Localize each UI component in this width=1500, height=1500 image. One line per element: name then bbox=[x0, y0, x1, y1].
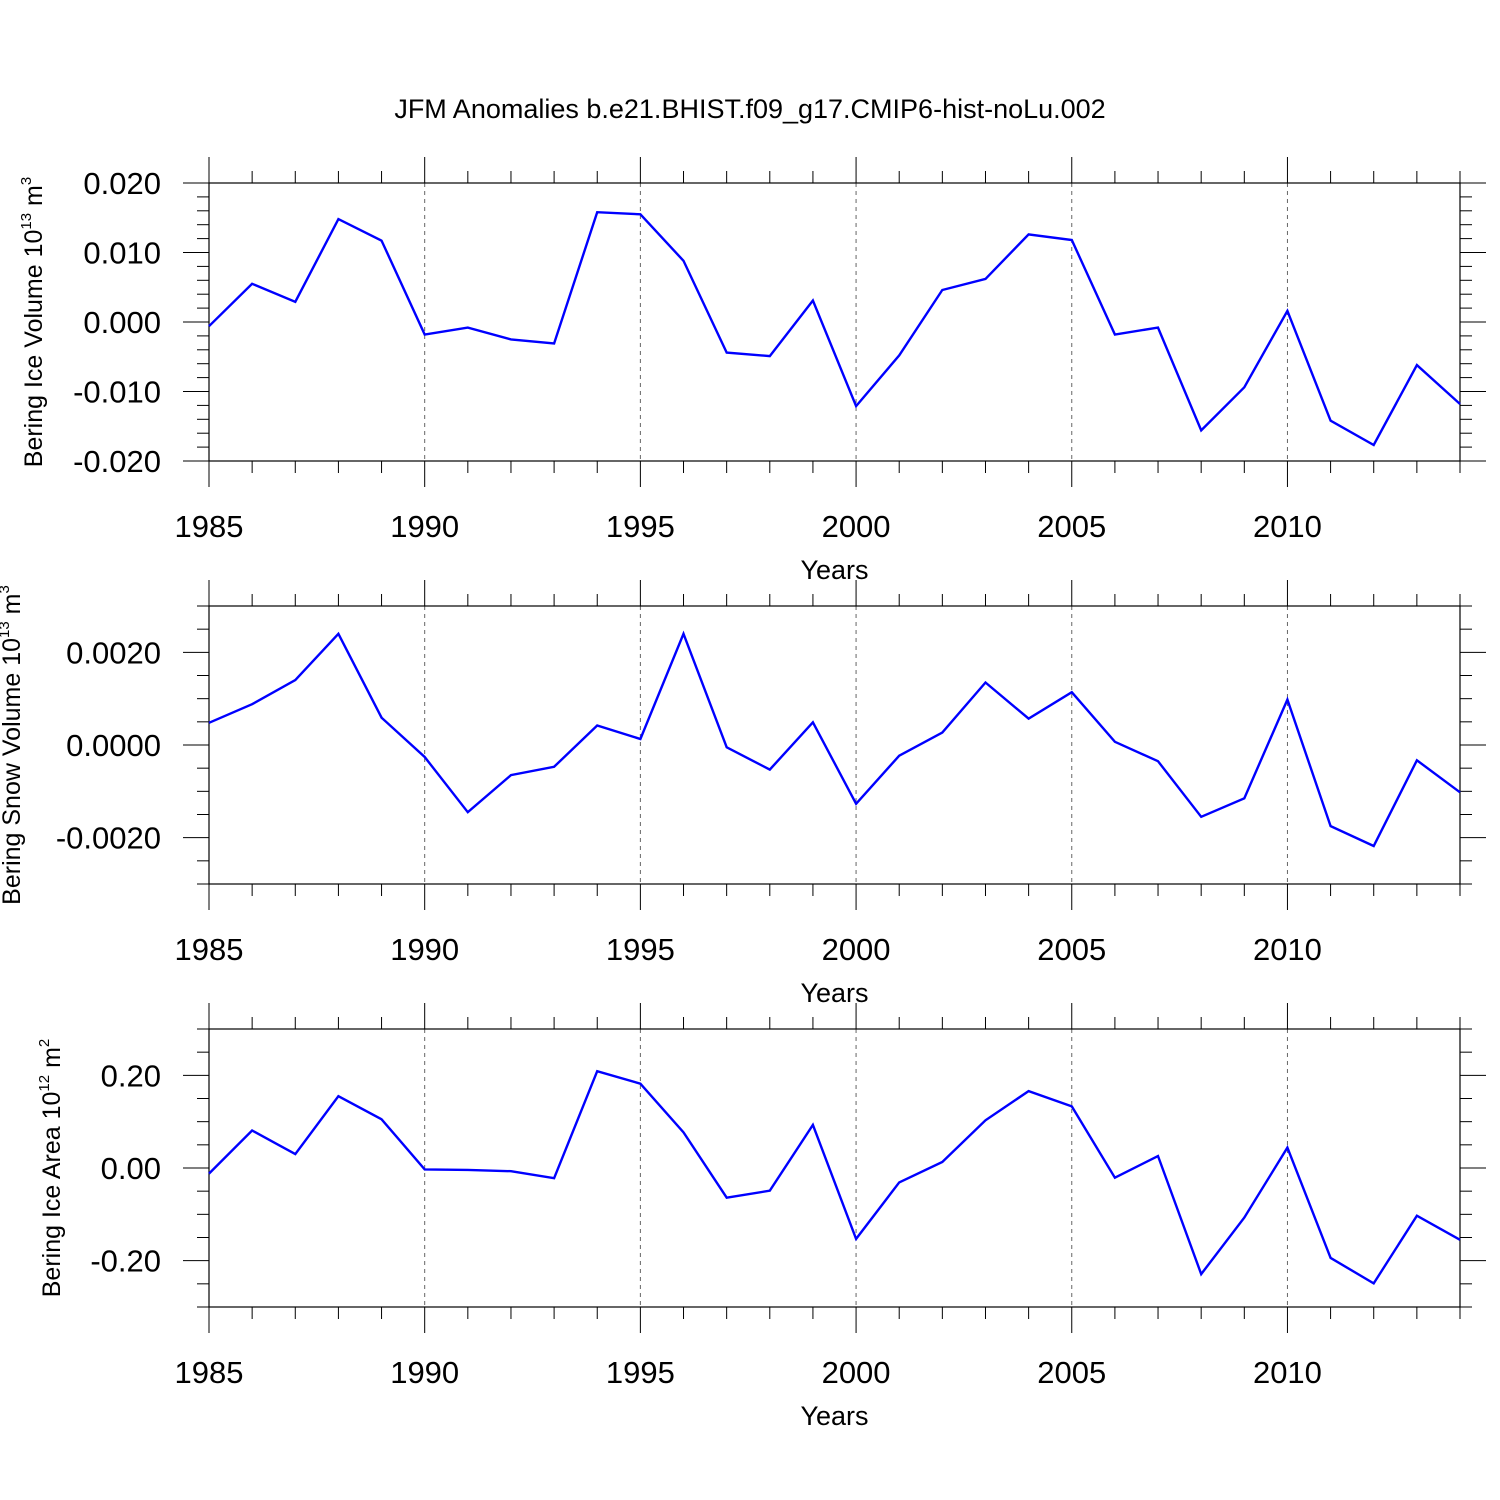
y-tick-label: 0.010 bbox=[83, 236, 161, 271]
y-tick-label: 0.020 bbox=[83, 166, 161, 201]
plot-frame bbox=[208, 605, 1461, 885]
figure-title: JFM Anomalies b.e21.BHIST.f09_g17.CMIP6-… bbox=[394, 94, 1105, 124]
x-tick-label: 1990 bbox=[390, 1355, 459, 1390]
panels: -0.020 -0.010 0.000 0.010 0.020 1985 1990 1995 2… bbox=[0, 157, 1486, 1431]
y-tick-label: 0.0000 bbox=[66, 728, 161, 763]
y-tick-label: 0.00 bbox=[101, 1151, 161, 1186]
x-tick-label: 1995 bbox=[606, 932, 675, 967]
y-axis-label: Bering Ice Volume 1013 m3 bbox=[18, 177, 48, 467]
x-tick-label: 2010 bbox=[1253, 509, 1322, 544]
x-tick-label: 2000 bbox=[822, 932, 891, 967]
chart-panel-3: -0.20 0.00 0.20 1985 1990 1995 2000 2005 2010 Yea… bbox=[36, 1003, 1486, 1431]
x-tick-label: 2005 bbox=[1037, 1355, 1106, 1390]
y-tick-label: -0.20 bbox=[90, 1244, 161, 1279]
y-tick-label: -0.0020 bbox=[56, 821, 161, 856]
x-tick-label: 1990 bbox=[390, 509, 459, 544]
x-tick-label: 1995 bbox=[606, 509, 675, 544]
x-tick-label: 2010 bbox=[1253, 932, 1322, 967]
y-tick-label: 0.0020 bbox=[66, 635, 161, 670]
data-line-bering-ice-area bbox=[208, 1069, 1461, 1286]
y-tick-label: 0.20 bbox=[101, 1058, 161, 1093]
x-axis-label: Years bbox=[800, 978, 868, 1008]
y-tick-label: -0.010 bbox=[73, 375, 161, 410]
x-tick-label: 1985 bbox=[175, 1355, 244, 1390]
chart-panel-2: -0.0020 0.0000 0.0020 1985 1990 1995 2000 2005 2… bbox=[0, 580, 1486, 1008]
y-tick-label: 0.000 bbox=[83, 305, 161, 340]
x-tick-label: 2005 bbox=[1037, 509, 1106, 544]
x-tick-label: 2010 bbox=[1253, 1355, 1322, 1390]
x-tick-label: 1995 bbox=[606, 1355, 675, 1390]
x-axis-label: Years bbox=[800, 1401, 868, 1431]
data-line-bering-snow-volume bbox=[208, 630, 1461, 848]
data-line-bering-ice-volume bbox=[208, 210, 1461, 447]
x-tick-label: 2000 bbox=[822, 1355, 891, 1390]
y-axis-label: Bering Snow Volume 1013 m3 bbox=[0, 585, 26, 905]
plot-frame bbox=[208, 1028, 1461, 1308]
x-tick-label: 1985 bbox=[175, 509, 244, 544]
plot-frame bbox=[208, 182, 1461, 462]
x-tick-label: 1985 bbox=[175, 932, 244, 967]
x-tick-label: 2005 bbox=[1037, 932, 1106, 967]
x-tick-label: 1990 bbox=[390, 932, 459, 967]
x-tick-label: 2000 bbox=[822, 509, 891, 544]
y-tick-label: -0.020 bbox=[73, 444, 161, 479]
y-axis-label: Bering Ice Area 1012 m2 bbox=[36, 1039, 66, 1298]
x-axis-label: Years bbox=[800, 555, 868, 585]
chart-panel-1: -0.020 -0.010 0.000 0.010 0.020 1985 1990 1995 2… bbox=[18, 157, 1486, 585]
